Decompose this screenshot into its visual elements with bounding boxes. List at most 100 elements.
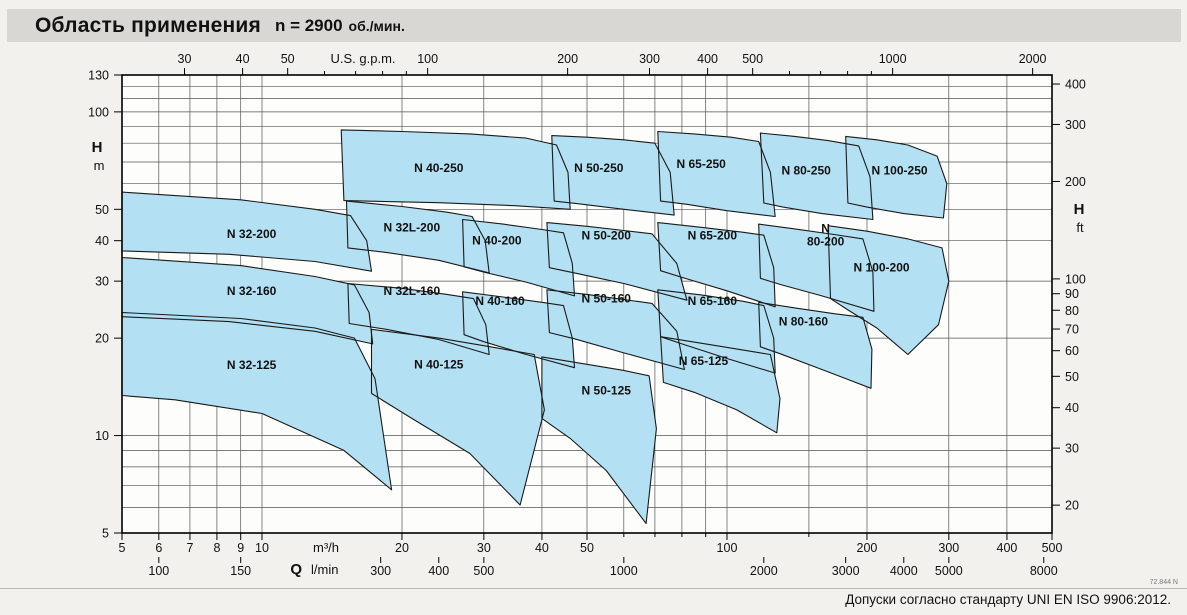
region-fill-n-40-125 — [371, 329, 545, 505]
region-outline-n-40-160 — [462, 291, 576, 369]
region-fill-n-32l-160 — [347, 283, 490, 355]
top-axis-tick-label: 50 — [281, 52, 295, 66]
top-axis-tick-label: 1000 — [879, 52, 907, 66]
region-outline-n-80-160 — [758, 301, 873, 389]
left-axis-tick-label: 20 — [95, 332, 109, 346]
region-outline-n-50-125 — [541, 356, 657, 525]
right-axis-tick-label: 50 — [1065, 370, 1079, 384]
region-outline-n-100-200 — [827, 225, 950, 356]
lmin-axis-tick-label: 300 — [370, 564, 391, 578]
region-outline-n-32-160 — [121, 256, 374, 345]
region-label-n-32l-200: N 32L-200 — [383, 220, 440, 234]
top-axis-tick-label: 300 — [639, 52, 660, 66]
region-label-n-32-200: N 32-200 — [227, 227, 277, 241]
right-axis-tick-label: 90 — [1065, 287, 1079, 301]
right-axis-tick-label: 400 — [1065, 78, 1086, 92]
region-outline-n-40-250 — [340, 129, 571, 210]
top-axis-unit-label: U.S. g.p.m. — [330, 51, 395, 66]
region-fill-n-40-200 — [462, 219, 575, 296]
lmin-axis-tick-label: 3000 — [832, 564, 860, 578]
left-axis-tick-label: 30 — [95, 275, 109, 289]
top-axis-tick-label: 400 — [697, 52, 718, 66]
region-fill-n-32-200 — [122, 192, 372, 272]
region-label-n-32-160: N 32-160 — [227, 284, 277, 298]
region-label-n-50-200: N 50-200 — [582, 229, 632, 243]
region-outline-n-32-200 — [121, 191, 373, 272]
bottom-axis-tick-label: 6 — [155, 541, 162, 555]
bottom-axis-tick-label: 30 — [477, 541, 491, 555]
left-axis-unit-label: m — [94, 158, 105, 173]
speed-value: n = 2900 — [274, 15, 343, 35]
lmin-axis-tick-label: 5000 — [935, 564, 963, 578]
top-axis-tick-label: 200 — [557, 52, 578, 66]
bottom-axis-tick-label: 7 — [186, 541, 193, 555]
speed-unit: об./мин. — [348, 17, 405, 34]
bottom-axis-tick-label: 100 — [717, 541, 738, 555]
left-axis-tick-label: 50 — [95, 203, 109, 217]
region-label-n-65-250: N 65-250 — [676, 157, 726, 171]
right-axis-tick-label: 70 — [1065, 323, 1079, 337]
region-fill-n-50-160 — [546, 289, 685, 370]
bottom-axis-tick-label: 20 — [395, 541, 409, 555]
right-axis-unit-label: ft — [1076, 220, 1084, 235]
region-outline-n-50-250 — [551, 135, 675, 216]
lmin-axis-tick-label: 2000 — [750, 564, 778, 578]
region-fill-n-80-250 — [760, 133, 873, 220]
region-outline-n-32l-160 — [347, 282, 490, 356]
top-axis-tick-label: 100 — [417, 52, 438, 66]
region-fill-n-50-125 — [541, 356, 657, 524]
lmin-axis-unit-label: l/min — [311, 562, 338, 577]
region-label-n-40-160: N 40-160 — [475, 294, 525, 308]
region-fill-n-50-250 — [551, 135, 675, 216]
right-axis-tick-label: 20 — [1065, 499, 1079, 513]
region-outline-n-65-200 — [657, 222, 776, 308]
right-axis-tick-label: 200 — [1065, 175, 1086, 189]
lmin-axis-tick-label: 150 — [230, 564, 251, 578]
right-axis-tick-label: 60 — [1065, 344, 1079, 358]
page-title: Область применения — [35, 13, 261, 37]
right-axis-symbol: H — [1074, 201, 1085, 218]
region-label-n-100-250: N 100-250 — [872, 163, 928, 177]
lmin-axis-tick-label: 1000 — [610, 564, 638, 578]
lmin-axis-tick-label: 4000 — [890, 564, 918, 578]
right-axis-tick-label: 300 — [1065, 118, 1086, 132]
bottom-axis-tick-label: 500 — [1042, 541, 1063, 555]
region-label-n-40-125: N 40-125 — [414, 357, 464, 371]
region-fill-n-65-250 — [657, 131, 776, 217]
region-fill-n-40-250 — [341, 129, 571, 210]
region-label-n-40-250: N 40-250 — [414, 161, 464, 175]
region-label-n-50-125: N 50-125 — [582, 383, 632, 397]
bottom-axis-tick-label: 40 — [535, 541, 549, 555]
region-label-n-65-160: N 65-160 — [688, 294, 738, 308]
region-outline-n-50-160 — [546, 289, 685, 371]
region-label-n-50-250: N 50-250 — [574, 161, 624, 175]
bottom-axis-tick-label: 300 — [938, 541, 959, 555]
region-label-n-32-125: N 32-125 — [227, 358, 277, 372]
region-fill-n-80-160 — [758, 302, 872, 389]
left-axis-symbol: H — [92, 139, 103, 156]
right-axis-tick-label: 30 — [1065, 442, 1079, 456]
region-outline-n-40-125 — [370, 328, 545, 506]
lmin-axis-tick-label: 8000 — [1030, 564, 1058, 578]
bottom-axis-unit-label: m³/h — [313, 540, 339, 555]
region-label-n-80-160: N 80-160 — [779, 315, 829, 329]
region-outline-n-80-250 — [759, 132, 874, 221]
bottom-axis-tick-label: 10 — [255, 541, 269, 555]
region-label-n-65-125: N 65-125 — [679, 354, 729, 368]
region-label-n-80-200: N 80-200 — [807, 222, 845, 249]
lmin-axis-tick-label: 500 — [473, 564, 494, 578]
region-outline-n-65-160 — [657, 289, 776, 374]
footer-divider — [0, 588, 1187, 589]
right-axis-tick-label: 80 — [1065, 304, 1079, 318]
region-fill-n-100-200 — [828, 225, 949, 355]
left-axis-tick-label: 5 — [102, 527, 109, 541]
left-axis-tick-label: 130 — [88, 69, 109, 83]
region-label-n-100-200: N 100-200 — [854, 261, 910, 275]
bottom-axis-tick-label: 400 — [997, 541, 1018, 555]
region-outline-n-100-250 — [845, 135, 948, 219]
bottom-axis-tick-label: 50 — [580, 541, 594, 555]
tolerance-note: Допуски согласно стандарту UNI EN ISO 99… — [845, 592, 1171, 607]
drawing-code: 72.844 N — [1149, 579, 1178, 586]
